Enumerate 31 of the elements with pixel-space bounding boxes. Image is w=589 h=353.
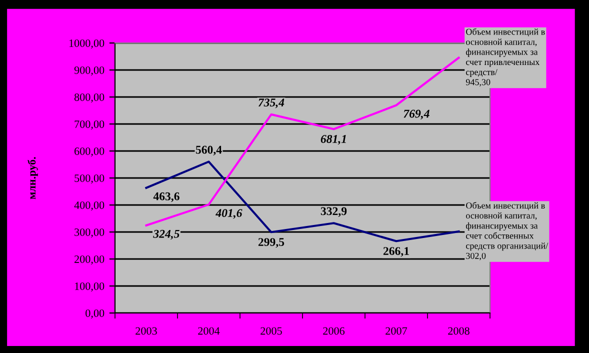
data-label: Объем инвестиций в основной капитал, финансируемых за счет собственных средств организаций/ 302,0 [466, 202, 548, 260]
y-tick-label: 200,00 [74, 255, 104, 265]
data-label: Объем инвестиций в основной капитал, финансируемых за счет привлеченных средств/ 945,30 [466, 28, 545, 87]
data-label: 299,5 [258, 238, 284, 248]
data-label: 324,5 [153, 230, 180, 240]
x-tick-label: 2005 [260, 327, 282, 335]
y-tick-label: 0,00 [86, 309, 104, 319]
data-label: 332,9 [320, 207, 347, 217]
y-tick-label: 300,00 [74, 228, 104, 238]
y-tick-label: 900,00 [74, 66, 104, 76]
y-tick-label: 800,00 [74, 93, 104, 103]
y-tick-label: 600,00 [74, 147, 104, 157]
y-tick-label: 1000,00 [69, 39, 104, 49]
data-label: 735,4 [258, 98, 284, 108]
line-series [145, 56, 460, 226]
data-label: 681,1 [320, 135, 346, 145]
y-axis-title: млн.руб. [28, 157, 38, 200]
data-label: 401,6 [216, 209, 242, 219]
y-tick-label: 700,00 [74, 120, 104, 130]
data-label: 266,1 [383, 247, 409, 257]
x-tick-label: 2008 [448, 327, 470, 335]
data-label: 560,4 [196, 146, 222, 156]
x-tick-label: 2004 [198, 327, 220, 335]
y-tick-label: 400,00 [74, 201, 104, 211]
x-tick-label: 2003 [136, 327, 157, 335]
x-tick-label: 2007 [386, 327, 408, 335]
data-label: 463,6 [153, 192, 180, 202]
y-tick-label: 500,00 [74, 174, 104, 184]
y-tick-label: 100,00 [75, 282, 104, 292]
data-label: 769,4 [404, 110, 430, 120]
x-tick-label: 2006 [323, 327, 345, 335]
